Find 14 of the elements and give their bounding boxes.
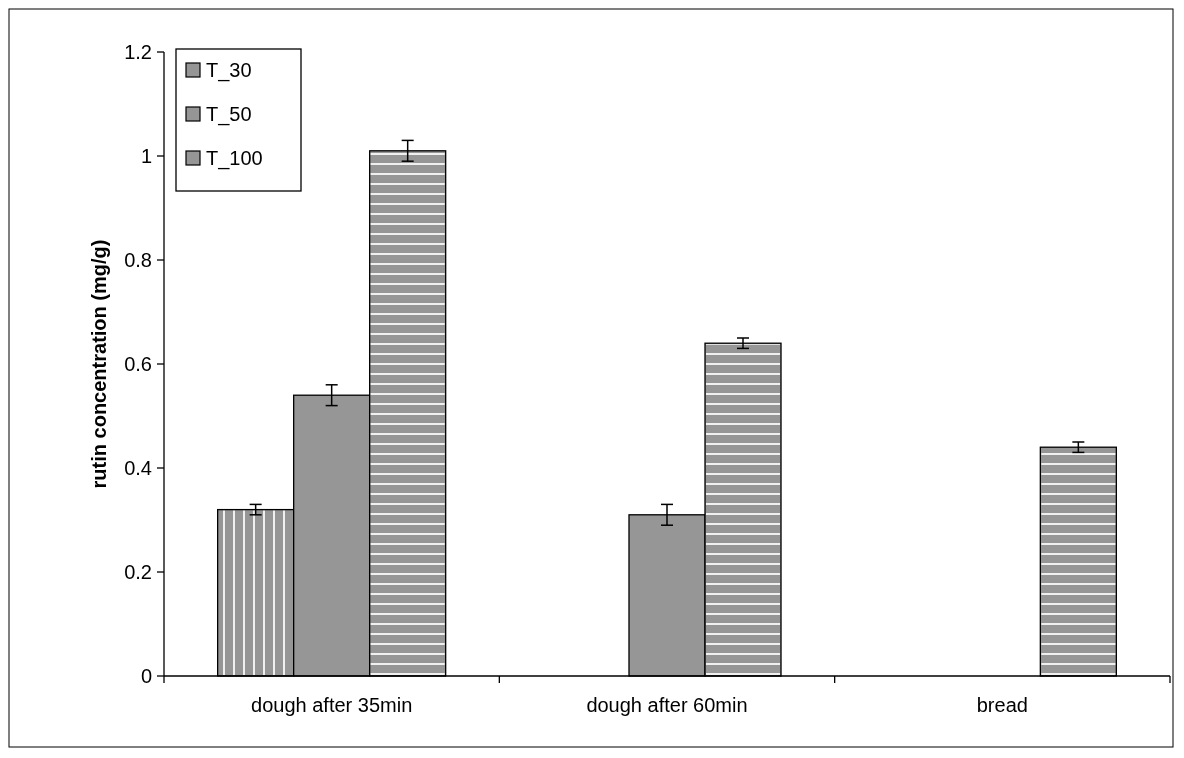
y-axis-title: rutin concentration (mg/g) xyxy=(88,239,110,489)
y-tick-label: 0.4 xyxy=(124,457,152,479)
y-tick-label: 0.6 xyxy=(124,353,152,375)
y-tick-label: 1.2 xyxy=(124,41,152,63)
x-tick-label: dough after 35min xyxy=(251,694,413,716)
legend-label: T_50 xyxy=(206,103,252,126)
y-tick-label: 0.8 xyxy=(124,249,152,271)
legend-label: T_100 xyxy=(206,147,263,170)
legend-label: T_30 xyxy=(206,59,252,82)
y-tick-label: 1 xyxy=(140,145,152,167)
y-tick-label: 0 xyxy=(140,665,152,687)
x-tick-label: bread xyxy=(976,694,1028,716)
x-tick-label: dough after 60min xyxy=(586,694,748,716)
y-tick-label: 0.2 xyxy=(124,561,152,583)
